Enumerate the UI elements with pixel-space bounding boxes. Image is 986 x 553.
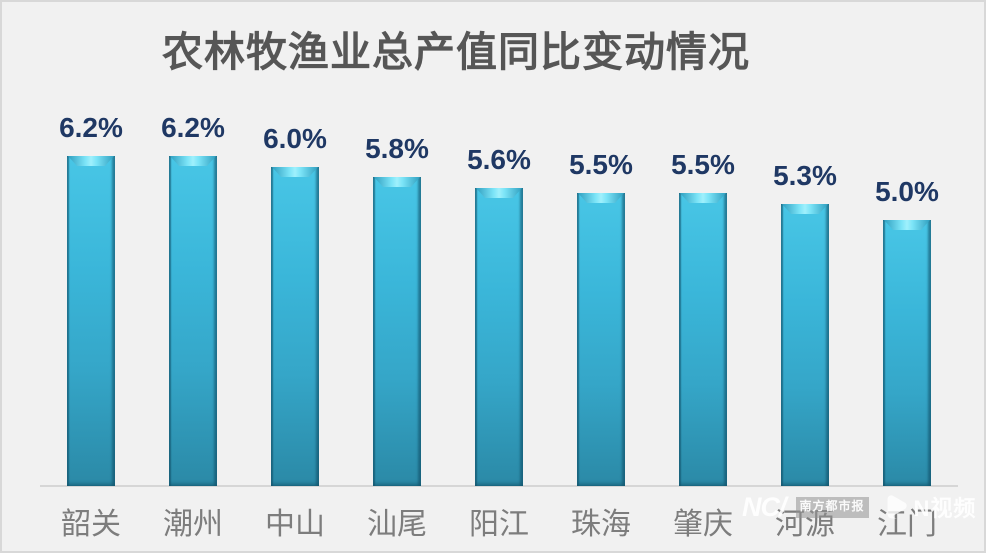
bar-column: 5.5% 肇庆 [652,2,754,551]
category-label: 珠海 [571,508,631,541]
bar-column: 5.8% 汕尾 [346,2,448,551]
bar-chart-plot-area: 6.2% 韶关 6.2% 潮州 6.0% 中山 5.8% 汕尾 5.6% 阳江 5.5% 珠海 5.5%… [40,2,958,551]
category-label: 肇庆 [673,508,733,541]
category-label: 中山 [265,508,325,541]
x-axis-line [40,485,958,487]
bar-value-label: 6.0% [263,123,327,154]
bar-column: 5.3% 河源 [754,2,856,551]
bar-value-label: 5.6% [467,144,531,175]
bar-column: 5.5% 珠海 [550,2,652,551]
bar [883,220,931,486]
bar [271,167,319,486]
bar-value-label: 5.8% [365,133,429,164]
bar-value-label: 5.0% [875,176,939,207]
category-label: 阳江 [469,508,529,541]
bar-value-label: 5.3% [773,160,837,191]
bar-value-label: 6.2% [59,112,123,143]
bar [781,204,829,486]
bar [373,177,421,486]
category-label: 汕尾 [367,508,427,541]
category-label: 河源 [775,508,835,541]
bar-value-label: 5.5% [569,149,633,180]
bar [577,193,625,486]
bar [679,193,727,486]
bar-column: 6.0% 中山 [244,2,346,551]
bar-column: 5.0% 江门 [856,2,958,551]
bar [67,156,115,486]
bar [475,188,523,486]
bar-column: 6.2% 韶关 [40,2,142,551]
bar-column: 6.2% 潮州 [142,2,244,551]
chart-title: 农林牧渔业总产值同比变动情况 [162,29,750,75]
category-label: 江门 [877,508,937,541]
category-label: 韶关 [61,508,121,541]
bar-value-label: 5.5% [671,149,735,180]
bar [169,156,217,486]
bar-column: 5.6% 阳江 [448,2,550,551]
category-label: 潮州 [163,508,223,541]
bar-value-label: 6.2% [161,112,225,143]
